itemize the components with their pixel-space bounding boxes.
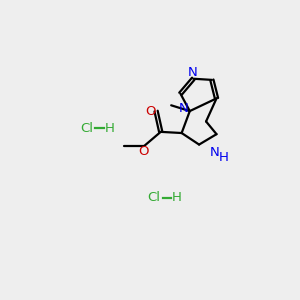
Text: Cl: Cl — [80, 122, 93, 135]
Text: N: N — [188, 66, 198, 79]
Text: N: N — [179, 102, 189, 115]
Text: H: H — [219, 151, 229, 164]
Text: H: H — [172, 191, 182, 204]
Text: H: H — [105, 122, 115, 135]
Text: O: O — [138, 146, 148, 158]
Text: Cl: Cl — [147, 191, 160, 204]
Text: N: N — [210, 146, 220, 159]
Text: O: O — [145, 105, 155, 118]
